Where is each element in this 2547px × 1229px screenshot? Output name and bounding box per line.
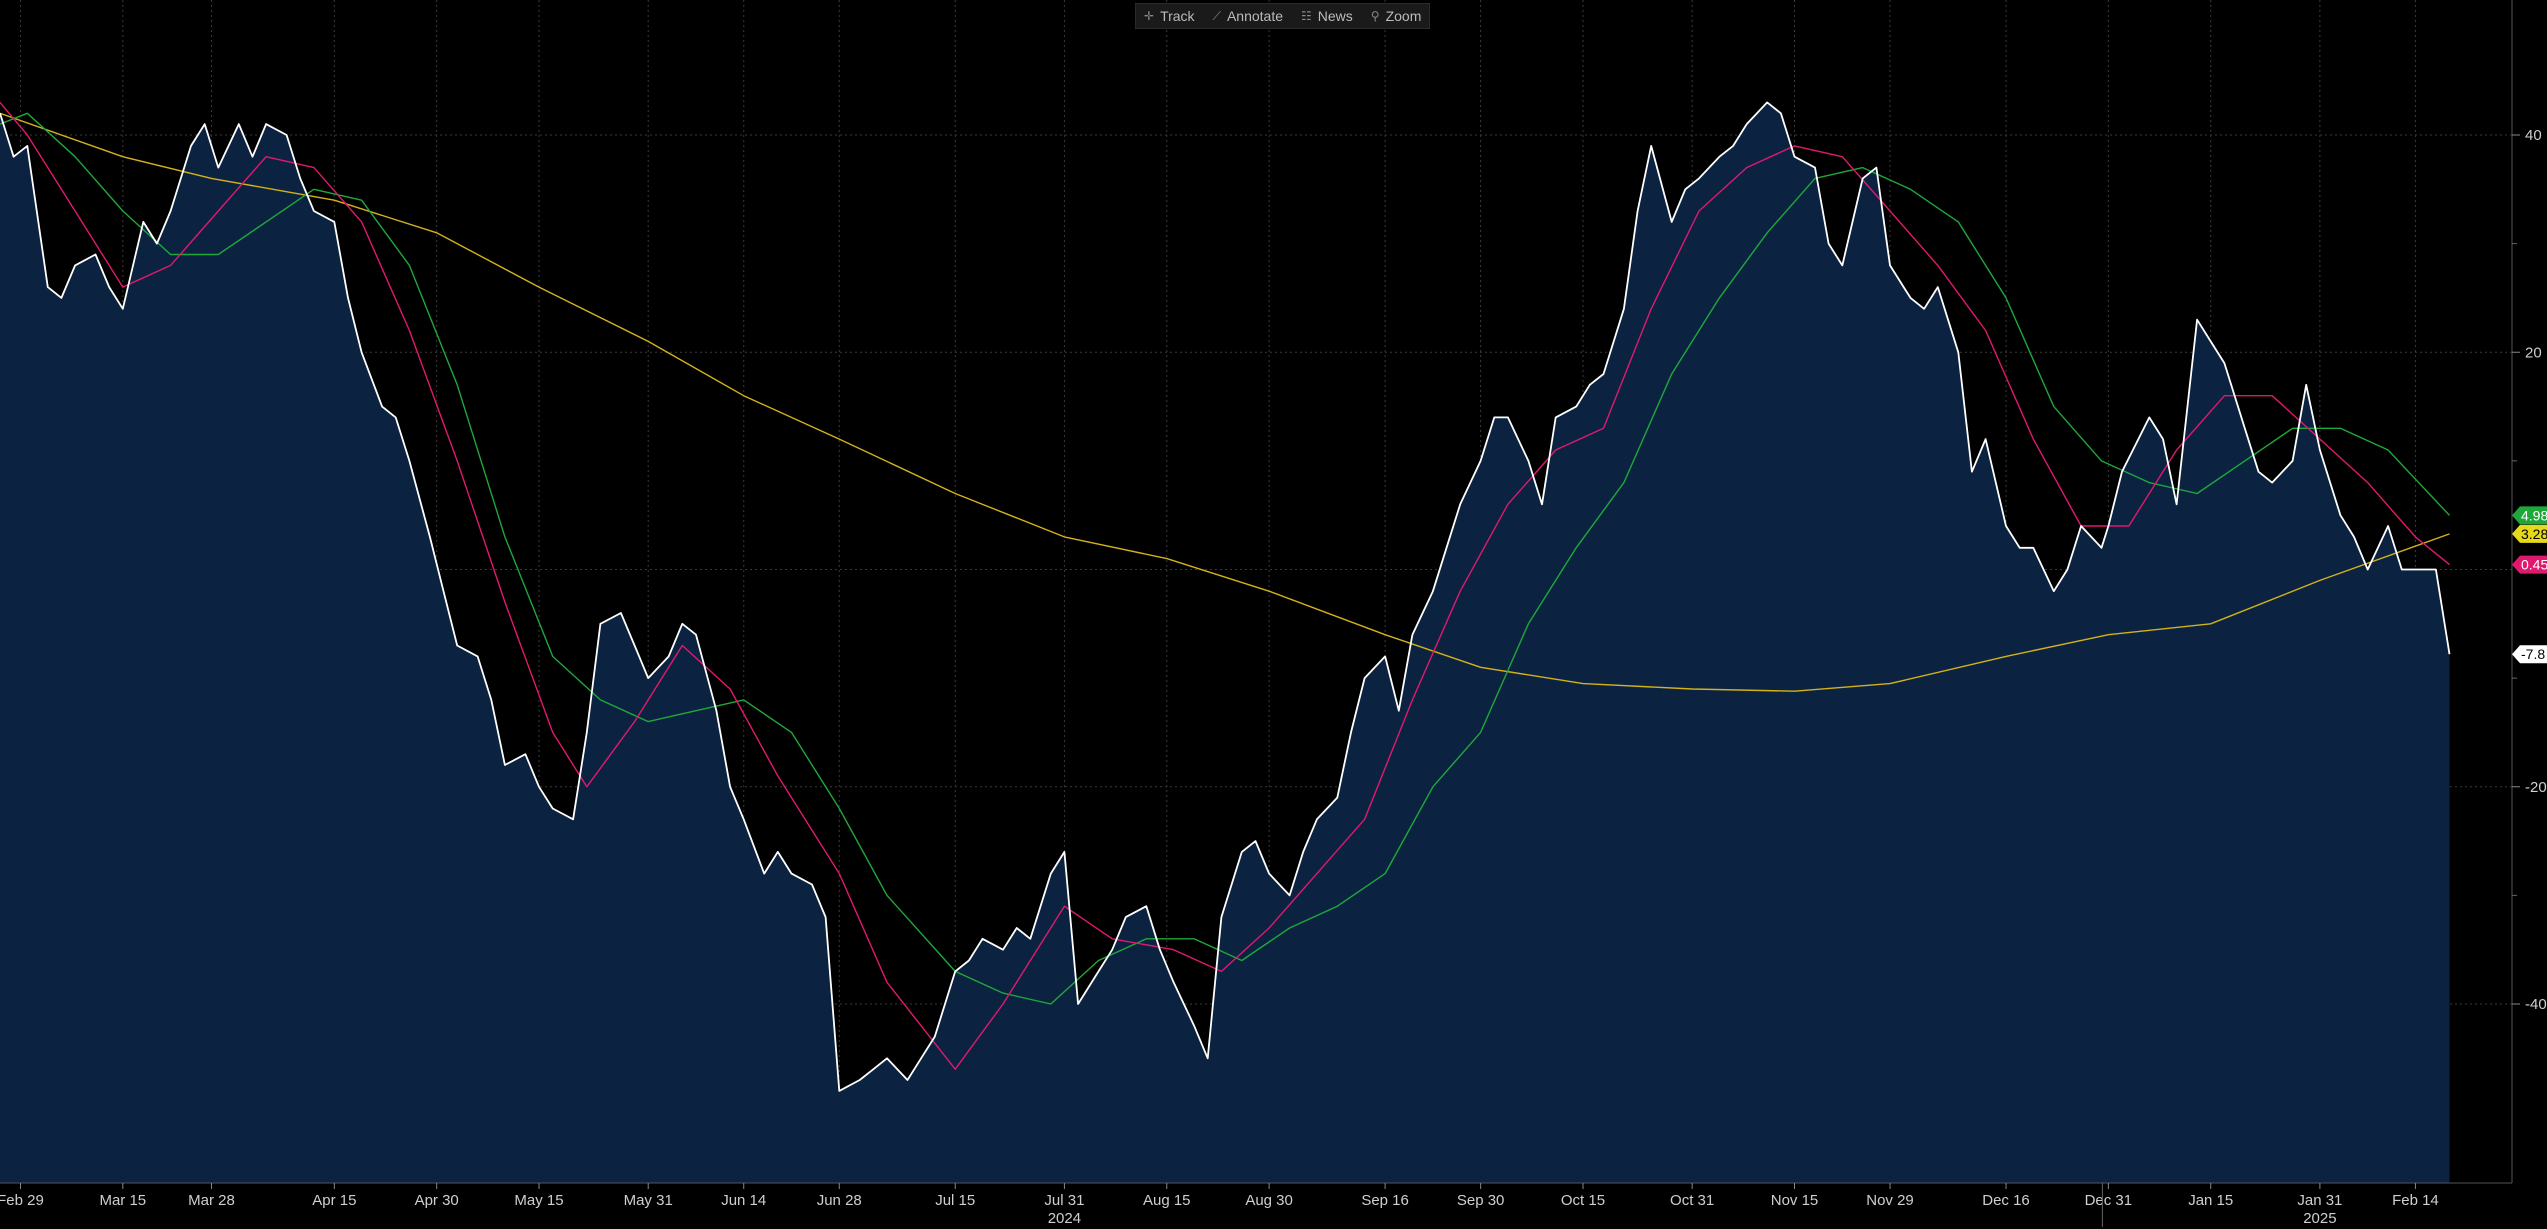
x-tick-label: Sep 30 (1457, 1192, 1505, 1209)
zoom-button[interactable]: ⚲ Zoom (1363, 4, 1430, 28)
x-tick-label: Jan 31 (2297, 1192, 2342, 1209)
news-button[interactable]: ☷ News (1293, 4, 1361, 28)
x-tick-label: Apr 30 (415, 1192, 459, 1209)
series-line-ma_fast (0, 101, 2450, 1070)
last-value-tag-bg (2512, 524, 2547, 543)
zoom-label: Zoom (1385, 8, 1422, 24)
x-tick-label: Aug 30 (1245, 1192, 1293, 1209)
x-tick-label: Mar 15 (99, 1192, 146, 1209)
year-label: 2025 (2303, 1210, 2336, 1227)
magnifier-icon: ⚲ (1370, 9, 1380, 23)
x-tick-label: Jan 15 (2188, 1192, 2233, 1209)
series-line-ma_slow (0, 112, 2450, 692)
annotate-button[interactable]: ⟋ Annotate (1205, 4, 1291, 28)
last-value-tag-ma_slow: 3.28 (2512, 524, 2547, 543)
x-tick-label: Nov 29 (1866, 1192, 1914, 1209)
x-tick-label: Feb 29 (0, 1192, 44, 1209)
x-tick-label: May 31 (624, 1192, 673, 1209)
y-tick-label: -40 (2525, 996, 2547, 1013)
x-tick-label: Dec 31 (2085, 1192, 2133, 1209)
last-value-tag-text: -7.8 (2521, 646, 2545, 662)
last-value-tag-price: -7.8 (2512, 645, 2547, 664)
last-value-tag-ma_fast: 0.45 (2512, 555, 2547, 574)
x-tick-label: Sep 16 (1361, 1192, 1409, 1209)
year-label: 2024 (1048, 1210, 1081, 1227)
y-axis: 40 20 -20 -40 (2512, 127, 2547, 1013)
x-tick-label: Feb 14 (2392, 1192, 2439, 1209)
last-value-tags: 4.98 3.28 0.45 -7.8 (2512, 506, 2547, 664)
plot-area (0, 101, 2451, 1183)
last-value-tag-text: 3.28 (2521, 526, 2547, 542)
last-value-tag-ma_mid: 4.98 (2512, 506, 2547, 525)
x-axis: Feb 29 Mar 15 Mar 28 Apr 15 Apr 30 May 15 May … (0, 1183, 2439, 1227)
track-label: Track (1160, 8, 1195, 24)
x-tick-label: Dec 16 (1982, 1192, 2030, 1209)
x-tick-label: Oct 15 (1561, 1192, 1605, 1209)
y-tick-label: 40 (2525, 127, 2542, 144)
x-tick-label: Apr 15 (312, 1192, 356, 1209)
last-value-tag-text: 0.45 (2521, 557, 2547, 573)
x-tick-label: Jul 31 (1044, 1192, 1084, 1209)
x-tick-label: Aug 15 (1143, 1192, 1191, 1209)
pencil-icon: ⟋ (1212, 8, 1221, 23)
news-icon: ☷ (1301, 9, 1312, 23)
series-line-price (0, 101, 2451, 1092)
y-tick-label: 20 (2525, 344, 2542, 361)
y-tick-label: -20 (2525, 779, 2547, 796)
x-tick-label: Jul 15 (935, 1192, 975, 1209)
track-button[interactable]: ✛ Track (1136, 4, 1203, 28)
x-tick-label: Jun 14 (721, 1192, 766, 1209)
chart-toolbar: ✛ Track ⟋ Annotate ☷ News ⚲ Zoom (1135, 3, 1431, 29)
last-value-tag-bg (2512, 555, 2547, 574)
last-value-tag-bg (2512, 506, 2547, 525)
x-tick-label: Oct 31 (1670, 1192, 1714, 1209)
x-tick-label: Mar 28 (188, 1192, 235, 1209)
annotate-label: Annotate (1226, 8, 1284, 24)
x-tick-label: May 15 (514, 1192, 563, 1209)
crosshair-icon: ✛ (1144, 9, 1155, 23)
x-tick-label: Nov 15 (1771, 1192, 1819, 1209)
last-value-tag-bg (2512, 645, 2547, 664)
x-tick-label: Jun 28 (817, 1192, 862, 1209)
last-value-tag-text: 4.98 (2521, 507, 2547, 523)
news-label: News (1317, 8, 1353, 24)
price-area-fill (0, 102, 2450, 1183)
